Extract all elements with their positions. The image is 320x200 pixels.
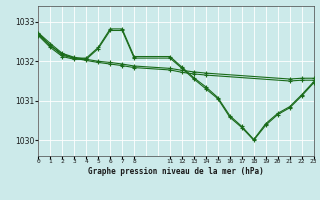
X-axis label: Graphe pression niveau de la mer (hPa): Graphe pression niveau de la mer (hPa) bbox=[88, 167, 264, 176]
